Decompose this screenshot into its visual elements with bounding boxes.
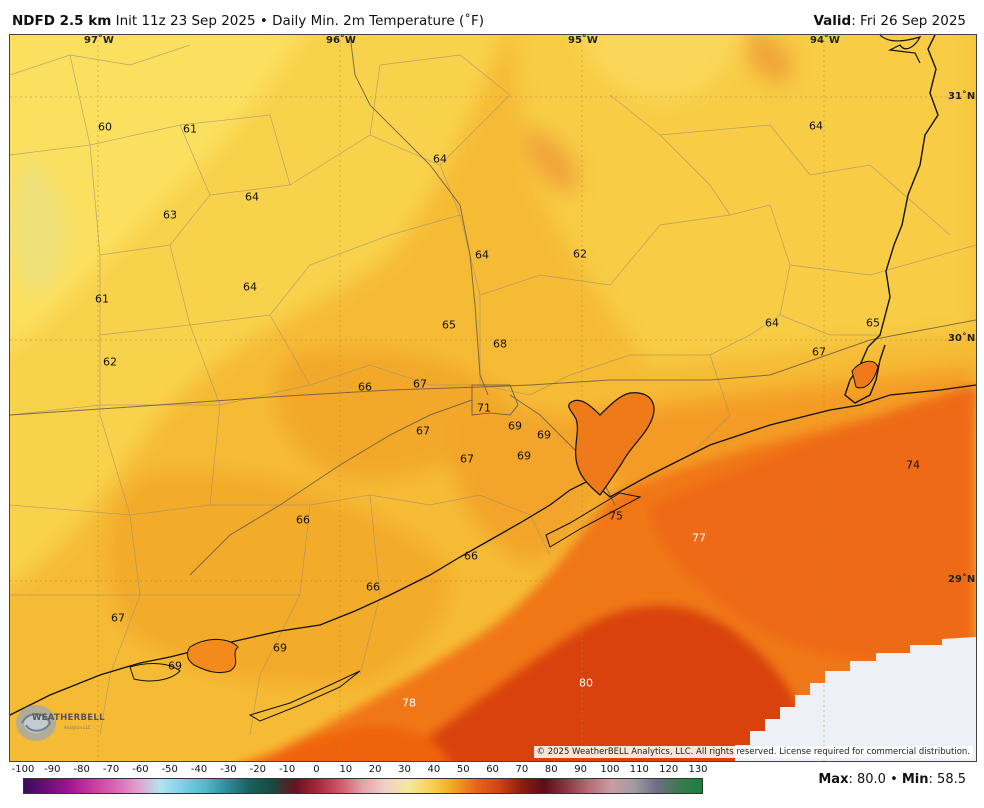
temp-label: 78 [402, 696, 416, 710]
temp-label: 66 [366, 580, 380, 594]
colorbar-tick-label: 130 [688, 764, 708, 775]
lon-label-97w: 97˚W [84, 35, 114, 46]
colorbar-tick-label: -80 [73, 764, 90, 775]
temp-label: 75 [609, 509, 623, 523]
coastline [10, 384, 976, 716]
temp-label: 62 [573, 247, 587, 261]
colorbar-tick-label: 120 [659, 764, 679, 775]
temp-label: 71 [477, 401, 491, 415]
map-title: NDFD 2.5 km Init 11z 23 Sep 2025 • Daily… [12, 13, 484, 29]
temp-label: 65 [442, 318, 456, 332]
houston-outline [471, 384, 519, 416]
max-min-stats: Max: 80.0 • Min: 58.5 [818, 772, 966, 787]
colorbar-tick-label: 90 [574, 764, 587, 775]
map-header: NDFD 2.5 km Init 11z 23 Sep 2025 • Daily… [0, 0, 984, 34]
colorbar-tick-label: 60 [486, 764, 499, 775]
colorbar-tick-label: -40 [190, 764, 208, 775]
colorbar-tick-label: 110 [629, 764, 649, 775]
temp-label: 67 [460, 452, 474, 466]
toledo-bend [879, 35, 922, 64]
weatherbell-logo: WEATHERBELL Analytics LLC [14, 703, 104, 743]
ocean-temperature [251, 385, 976, 761]
colorbar-tick-label: -60 [132, 764, 149, 775]
county-boundaries [10, 44, 976, 736]
temp-label: 64 [475, 248, 489, 262]
colorbar-tick-label: 40 [427, 764, 441, 775]
temp-label: 77 [692, 531, 706, 545]
logo-subtext: Analytics LLC [64, 725, 91, 730]
colorbar-tick-label: -90 [44, 764, 61, 775]
temp-label: 60 [98, 120, 112, 134]
temp-label: 64 [245, 190, 259, 204]
colorbar-tick-label: -20 [249, 764, 266, 775]
temp-label: 69 [517, 449, 531, 463]
temperature-shading [10, 35, 976, 761]
colorbar-tick-label: 0 [313, 764, 320, 775]
temp-label: 69 [273, 641, 287, 655]
colorbar-tick-label: 80 [544, 764, 558, 775]
colorbar-tick-label: 50 [456, 764, 470, 775]
colorbar-tick-label: -70 [102, 764, 120, 775]
lat-label-30n: 30˚N [948, 333, 976, 344]
colorbar-tick-label: -50 [161, 764, 178, 775]
matagorda-bay [186, 639, 239, 674]
lon-label-96w: 96˚W [326, 35, 356, 46]
matagorda-peninsula [248, 670, 361, 722]
temp-label: 64 [243, 280, 257, 294]
temp-label: 66 [296, 513, 310, 527]
lat-label-29n: 29˚N [948, 574, 976, 585]
temp-label: 69 [168, 659, 182, 673]
logo-swirl-icon [16, 705, 56, 741]
temp-label: 67 [413, 377, 427, 391]
temperature-map[interactable]: 97˚W 96˚W 95˚W 94˚W 31˚N 30˚N 29˚N 60 61… [9, 34, 977, 762]
temp-label: 63 [163, 208, 177, 222]
temp-label: 66 [464, 549, 478, 563]
temp-label: 66 [358, 380, 372, 394]
temp-label: 64 [809, 119, 823, 133]
colorbar [23, 778, 703, 794]
logo-text: WEATHERBELL [32, 713, 105, 723]
lavaca-bay [129, 663, 181, 682]
temp-label: 67 [812, 345, 826, 359]
lon-label-95w: 95˚W [568, 35, 598, 46]
colorbar-tick-label: -30 [220, 764, 237, 775]
copyright-notice: © 2025 WeatherBELL Analytics, LLC. All r… [533, 746, 973, 758]
lon-label-94w: 94˚W [810, 35, 840, 46]
temp-label: 61 [183, 122, 197, 136]
temp-label: 64 [433, 152, 447, 166]
temp-label: 74 [906, 458, 920, 472]
sabine-lake [851, 360, 879, 389]
temp-label: 61 [95, 292, 109, 306]
colorbar-tick-label: -100 [11, 764, 35, 775]
galveston-island [545, 492, 642, 548]
temp-label: 69 [537, 428, 551, 442]
temp-label: 62 [103, 355, 117, 369]
temp-label: 67 [111, 611, 125, 625]
colorbar-tick-label: 70 [515, 764, 529, 775]
temp-label: 69 [508, 419, 522, 433]
state-border [844, 35, 939, 404]
colorbar-tick-label: 30 [398, 764, 411, 775]
temp-label: 80 [579, 676, 593, 690]
temp-label: 65 [866, 316, 880, 330]
lat-label-31n: 31˚N [948, 91, 976, 102]
map-canvas [10, 35, 976, 761]
colorbar-ticks: -100 -90 -80 -70 -60 -50 -40 -30 -20 -10 0 10 20 30 40… [0, 764, 984, 778]
colorbar-tick-label: 10 [339, 764, 353, 775]
temp-label: 68 [493, 337, 507, 351]
temp-label: 64 [765, 316, 779, 330]
colorbar-tick-label: 100 [600, 764, 620, 775]
temp-label: 67 [416, 424, 430, 438]
valid-date: Valid: Fri 26 Sep 2025 [813, 13, 966, 29]
colorbar-tick-label: 20 [368, 764, 382, 775]
lat-lon-grid [10, 35, 976, 761]
colorbar-tick-label: -10 [278, 764, 296, 775]
galveston-bay [568, 392, 655, 496]
